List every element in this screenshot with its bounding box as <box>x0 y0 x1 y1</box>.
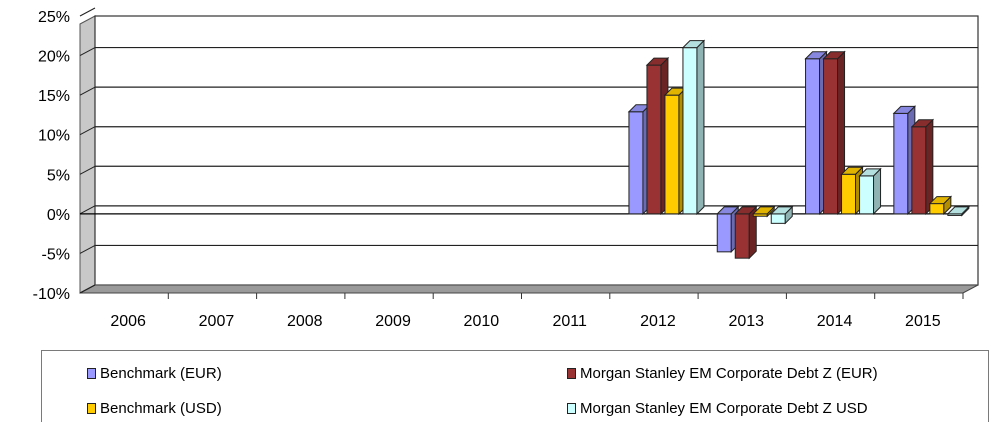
bar-front <box>911 126 927 215</box>
bar-front <box>929 203 945 215</box>
bar-top <box>858 168 882 177</box>
legend-swatch <box>567 368 576 379</box>
bar-top <box>840 166 864 175</box>
y-tick-label: 25% <box>38 9 70 26</box>
bar-front <box>734 213 750 259</box>
bar-front <box>805 58 821 215</box>
gridline-side <box>79 47 96 57</box>
bar-front <box>770 213 786 224</box>
x-tick-label: 2013 <box>728 313 764 330</box>
legend-item-benchmark-eur: Benchmark (EUR) <box>87 365 222 382</box>
y-tick-label: -5% <box>42 246 70 263</box>
x-axis-tick-labels: 2006 2007 2008 2009 2010 2011 2012 2013 … <box>110 313 940 330</box>
y-tick-label: 20% <box>38 49 70 66</box>
gridline-side <box>79 165 96 175</box>
bar-top <box>734 206 758 215</box>
bar-side <box>873 167 882 216</box>
bar-front <box>682 47 698 215</box>
legend-label: Morgan Stanley EM Corporate Debt Z (EUR) <box>580 365 878 382</box>
y-tick-label: -10% <box>33 286 70 303</box>
legend-label: Morgan Stanley EM Corporate Debt Z USD <box>580 400 868 417</box>
bar-top <box>716 206 740 215</box>
y-tick-label: 15% <box>38 88 70 105</box>
x-tick-label: 2011 <box>552 313 587 330</box>
bar <box>946 205 971 217</box>
bar <box>928 195 953 216</box>
bar <box>734 205 758 260</box>
bar-front <box>823 58 839 215</box>
legend: Benchmark (EUR) Morgan Stanley EM Corpor… <box>41 350 989 422</box>
bar-top <box>770 206 794 215</box>
bar-top <box>804 51 828 60</box>
y-tick-label: 5% <box>47 167 70 184</box>
bar-top <box>928 196 953 205</box>
x-tick-label: 2008 <box>287 313 323 330</box>
bar-top <box>910 119 935 128</box>
x-tick-label: 2006 <box>110 313 146 330</box>
legend-item-ms-em-corporate-debt-z-eur: Morgan Stanley EM Corporate Debt Z (EUR) <box>567 365 878 382</box>
gridline-side <box>79 205 96 215</box>
bar-front <box>716 213 732 253</box>
bar-top <box>892 105 917 114</box>
bar-front <box>664 94 680 215</box>
legend-item-ms-em-corporate-debt-z-usd: Morgan Stanley EM Corporate Debt Z USD <box>567 400 868 417</box>
bar-top <box>822 51 846 60</box>
y-tick-label: 10% <box>38 128 70 145</box>
gridline-side <box>79 86 96 96</box>
bar-side <box>696 39 705 216</box>
x-tick-label: 2007 <box>199 313 235 330</box>
bar-front <box>893 112 909 215</box>
bar <box>858 167 882 216</box>
bar-front <box>646 64 662 215</box>
bar-top <box>681 40 706 49</box>
x-tick-label: 2014 <box>817 313 853 330</box>
bar-front <box>628 111 644 215</box>
x-tick-label: 2009 <box>375 313 411 330</box>
bar <box>910 118 935 216</box>
back-wall <box>94 15 979 286</box>
x-tick-label: 2012 <box>640 313 676 330</box>
x-tick-label: 2010 <box>464 313 500 330</box>
gridline-side <box>79 126 96 136</box>
legend-swatch <box>87 403 96 414</box>
bar-top <box>752 206 776 215</box>
gridline-side <box>79 7 96 17</box>
legend-swatch <box>87 368 96 379</box>
legend-label: Benchmark (USD) <box>100 400 222 417</box>
y-axis-tick-labels: 25% 20% 15% 10% 5% 0% -5% -10% <box>33 9 70 303</box>
bar-top <box>946 206 971 215</box>
bar <box>752 205 776 218</box>
bar <box>681 39 706 216</box>
legend-item-benchmark-usd: Benchmark (USD) <box>87 400 222 417</box>
bar-side <box>925 118 934 216</box>
bar-front <box>859 175 875 215</box>
bars <box>627 39 971 260</box>
x-tick-label: 2015 <box>905 313 941 330</box>
gridline-side <box>79 284 96 294</box>
legend-label: Benchmark (EUR) <box>100 365 222 382</box>
chart: 25% 20% 15% 10% 5% 0% -5% -10% 2006 2007… <box>33 7 979 330</box>
floor <box>79 284 979 294</box>
legend-swatch <box>567 403 576 414</box>
bar <box>770 205 794 225</box>
bar-top <box>645 57 670 66</box>
y-tick-label: 0% <box>47 207 70 224</box>
gridline-side <box>79 244 96 254</box>
side-wall <box>79 15 96 294</box>
bar-front <box>841 173 857 215</box>
